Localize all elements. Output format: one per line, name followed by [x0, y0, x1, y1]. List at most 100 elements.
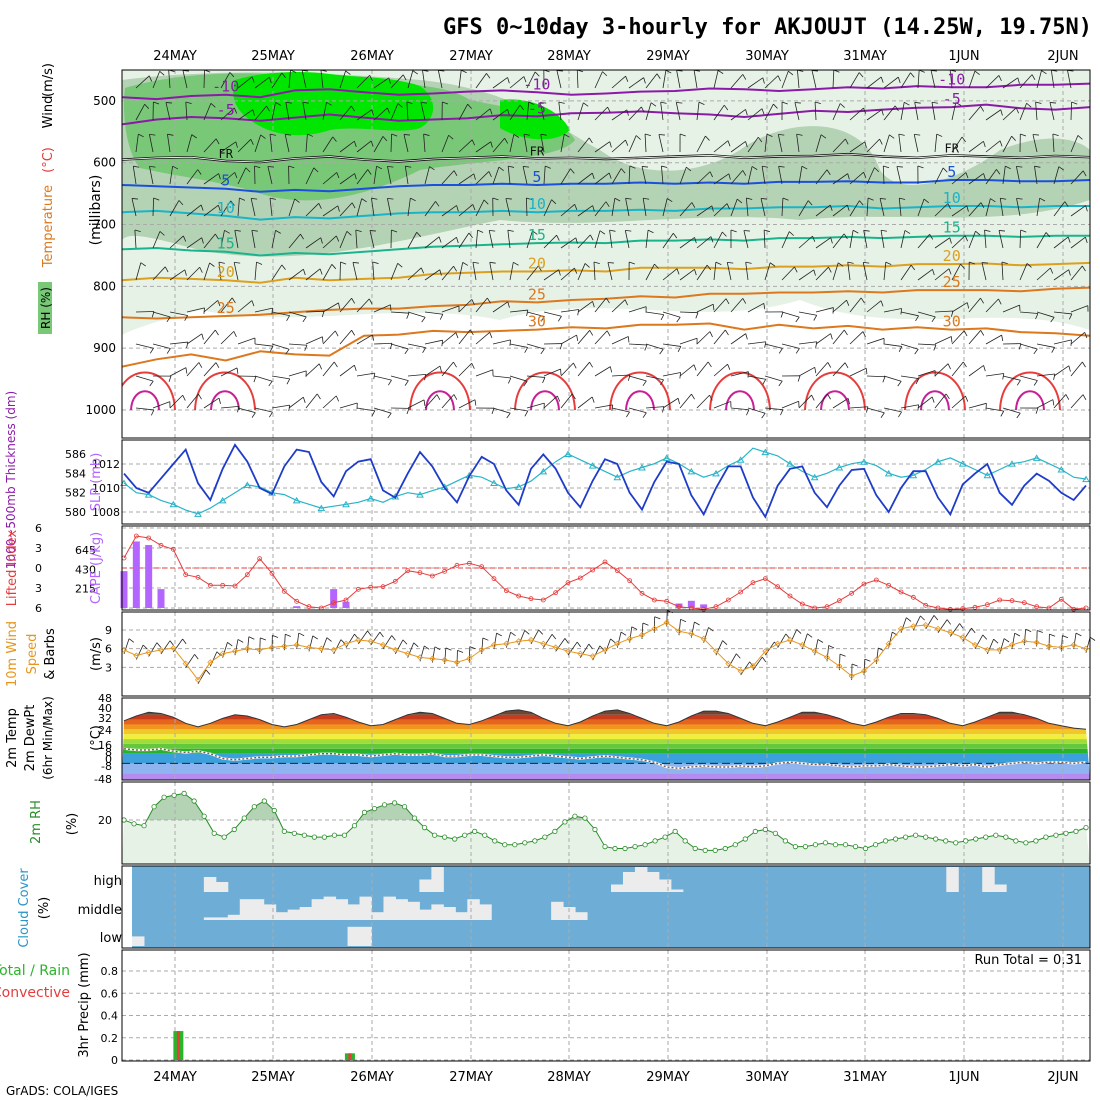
wind-barb-306	[594, 366, 611, 377]
wind-barb-flag-470	[862, 331, 866, 338]
wind-barb-318	[611, 407, 630, 413]
wind-barb-flag-293	[592, 301, 595, 308]
wind-barb-flag-370	[712, 304, 715, 311]
wind-barb-flag-176	[412, 70, 418, 75]
wind-barb-flag-510	[923, 198, 930, 204]
lifted-index-point-69	[972, 604, 978, 610]
wind-barb-flag-476	[874, 167, 880, 173]
heat-contour-3	[514, 371, 576, 411]
wind-barb-1013	[283, 634, 286, 651]
wind-barb-flag-245	[508, 165, 515, 168]
wind-barb-flag-235	[492, 197, 499, 201]
lifted-index-point-11	[257, 556, 263, 562]
wind-barb-flag-4	[131, 198, 139, 200]
wind-barb-42	[186, 362, 200, 377]
rh2m-point-84	[963, 838, 969, 844]
wind-barb-flag-408	[773, 103, 778, 109]
wind-barb-flag-57	[235, 141, 238, 148]
wind-barb-flag-56	[233, 107, 238, 114]
wind-barb-flag-1034	[551, 634, 557, 640]
rh2m-point-85	[973, 836, 979, 842]
upper-air-panel	[122, 70, 1090, 438]
x-tick-top-3: 27MAY	[449, 49, 493, 64]
wind-barb-70	[237, 198, 240, 217]
wind-barb-77	[254, 76, 270, 89]
slp-line	[123, 443, 1087, 519]
wind-barb-461	[832, 398, 849, 409]
wind-barb-340	[645, 406, 664, 409]
wind-barb-285	[560, 393, 573, 409]
wind-barb-197	[424, 394, 438, 409]
wind-barb-487	[882, 165, 885, 185]
contour-label-4-0: 10	[217, 199, 235, 217]
wind-barb-219	[458, 399, 476, 409]
wind-barb-337	[645, 311, 664, 316]
wind-barb-611	[1070, 265, 1083, 281]
p1-ylabel: (millibars)	[88, 175, 104, 246]
wind-barb-581	[1019, 375, 1038, 381]
heat-contour-0	[122, 371, 176, 411]
wind-barb-flag-580	[1033, 348, 1038, 355]
wind-barb-flag-199	[442, 101, 449, 105]
temp-band-5	[122, 739, 1090, 744]
thickness-ylabel: 1000~500mb Thickness (dm)	[4, 391, 18, 569]
wind-speed-point-76	[1058, 644, 1065, 651]
wind-barb-flag-1023	[413, 642, 419, 648]
wind-barb-14	[149, 166, 154, 185]
wind-barb-601	[1053, 311, 1072, 315]
thickness-point-62	[884, 469, 893, 477]
rh2m-point-82	[943, 838, 949, 844]
rh2m-point-13	[251, 804, 257, 810]
wind-barb-519	[934, 134, 938, 153]
rh2m-point-52	[642, 842, 648, 848]
x-tick-top-6: 30MAY	[745, 49, 789, 64]
lifted-index-point-2	[146, 535, 152, 541]
rh2m-point-28	[401, 804, 408, 810]
precip-ytick-2: 0.4	[101, 1010, 119, 1023]
wind-barb-1025	[431, 646, 436, 663]
wind-barb-flag-359	[695, 312, 699, 319]
wind-barb-528	[949, 70, 953, 89]
wind-barb-4	[131, 198, 137, 217]
wind-barb-flag-386	[745, 109, 748, 116]
wind-barb-flag-452	[839, 103, 845, 108]
rh2m-point-89	[1013, 838, 1019, 844]
wind-barb-flag-53	[215, 362, 220, 368]
wind-legend-label: Wind	[41, 96, 56, 129]
cloud-middle-16	[323, 896, 337, 920]
wind-barb-33	[182, 70, 188, 89]
temperature-unit-label: (°C)	[41, 147, 56, 173]
wind-barb-flag-203	[456, 237, 459, 244]
wind-barb-flag-1048	[722, 640, 728, 645]
wind-speed-point-47	[700, 635, 707, 642]
wind-barb-120	[305, 393, 318, 409]
wind-barb-flag-90	[269, 133, 276, 136]
wind-barb-225	[475, 230, 479, 249]
wind-barb-605	[1067, 70, 1072, 89]
lifted-index-point-53	[775, 584, 781, 590]
lifted-index-point-5	[183, 572, 189, 578]
lifted-index-point-17	[331, 600, 337, 606]
wind-barb-flag-302	[599, 230, 606, 235]
rh2m-point-66	[782, 838, 788, 844]
wind-barb-flag-136	[351, 202, 356, 209]
wind-barb-246	[505, 198, 511, 217]
wind-barb-flag-609	[1085, 205, 1088, 212]
wind-barb-183	[407, 311, 426, 318]
wind-barb-205	[441, 305, 460, 313]
wind-barb-78	[254, 105, 267, 121]
wind-barb-flag-78	[266, 105, 270, 112]
wind-barb-517	[930, 70, 936, 89]
lifted-index-ylabel: Lifted Index	[5, 529, 20, 606]
wind-barb-flag-382	[724, 329, 729, 336]
wind-speed-point-58	[836, 663, 843, 670]
rh2m-point-24	[361, 809, 368, 816]
rh2m-point-10	[221, 834, 227, 840]
wind-barb-flag-378	[726, 203, 730, 210]
slp-ytick-1: 1010	[92, 482, 120, 495]
wind-barb-585	[1032, 134, 1038, 153]
wind-ylabel-1: 10m Wind	[5, 621, 20, 687]
wind-barb-1058	[838, 654, 841, 671]
cape-bar-14	[293, 606, 301, 608]
